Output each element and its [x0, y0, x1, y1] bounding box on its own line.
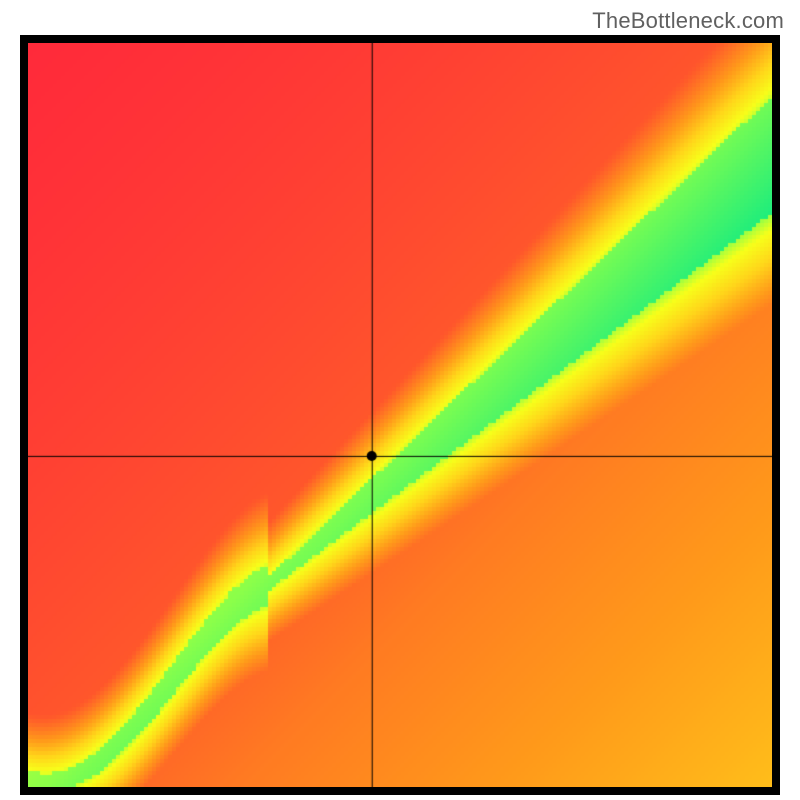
heatmap-plot [28, 43, 772, 787]
watermark-text: TheBottleneck.com [592, 8, 784, 34]
heatmap-canvas [28, 43, 772, 787]
outer-frame [20, 35, 780, 795]
